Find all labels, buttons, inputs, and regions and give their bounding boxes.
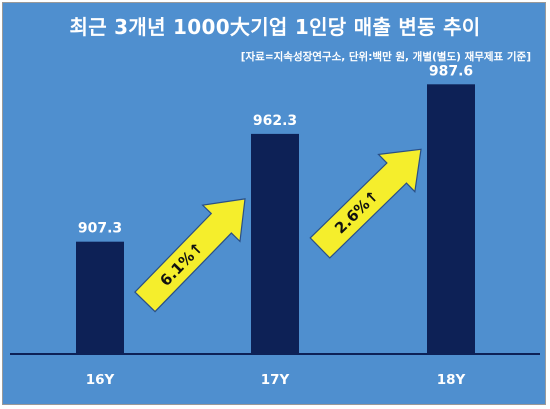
data-label-16Y: 907.3 [78,221,122,237]
growth-arrow-1: 6.1%↑ [134,198,246,313]
x-tick-17Y: 17Y [261,372,290,388]
growth-arrow-2: 2.6%↑ [309,148,422,259]
growth-arrow-shape-1 [134,198,246,313]
growth-arrow-shape-2 [309,148,422,259]
bar-17Y [251,133,299,354]
data-label-17Y: 962.3 [253,113,297,129]
bar-16Y [76,241,124,354]
chart-subtitle: [자료=지속성장연구소, 단위:백만 원, 개별(별도) 재무제표 기준] [240,51,531,63]
chart-title: 최근 3개년 1000大기업 1인당 매출 변동 추이 [69,15,481,39]
x-tick-16Y: 16Y [86,372,115,388]
data-label-18Y: 987.6 [429,63,473,79]
x-tick-18Y: 18Y [437,372,466,388]
bar-18Y [427,84,475,354]
